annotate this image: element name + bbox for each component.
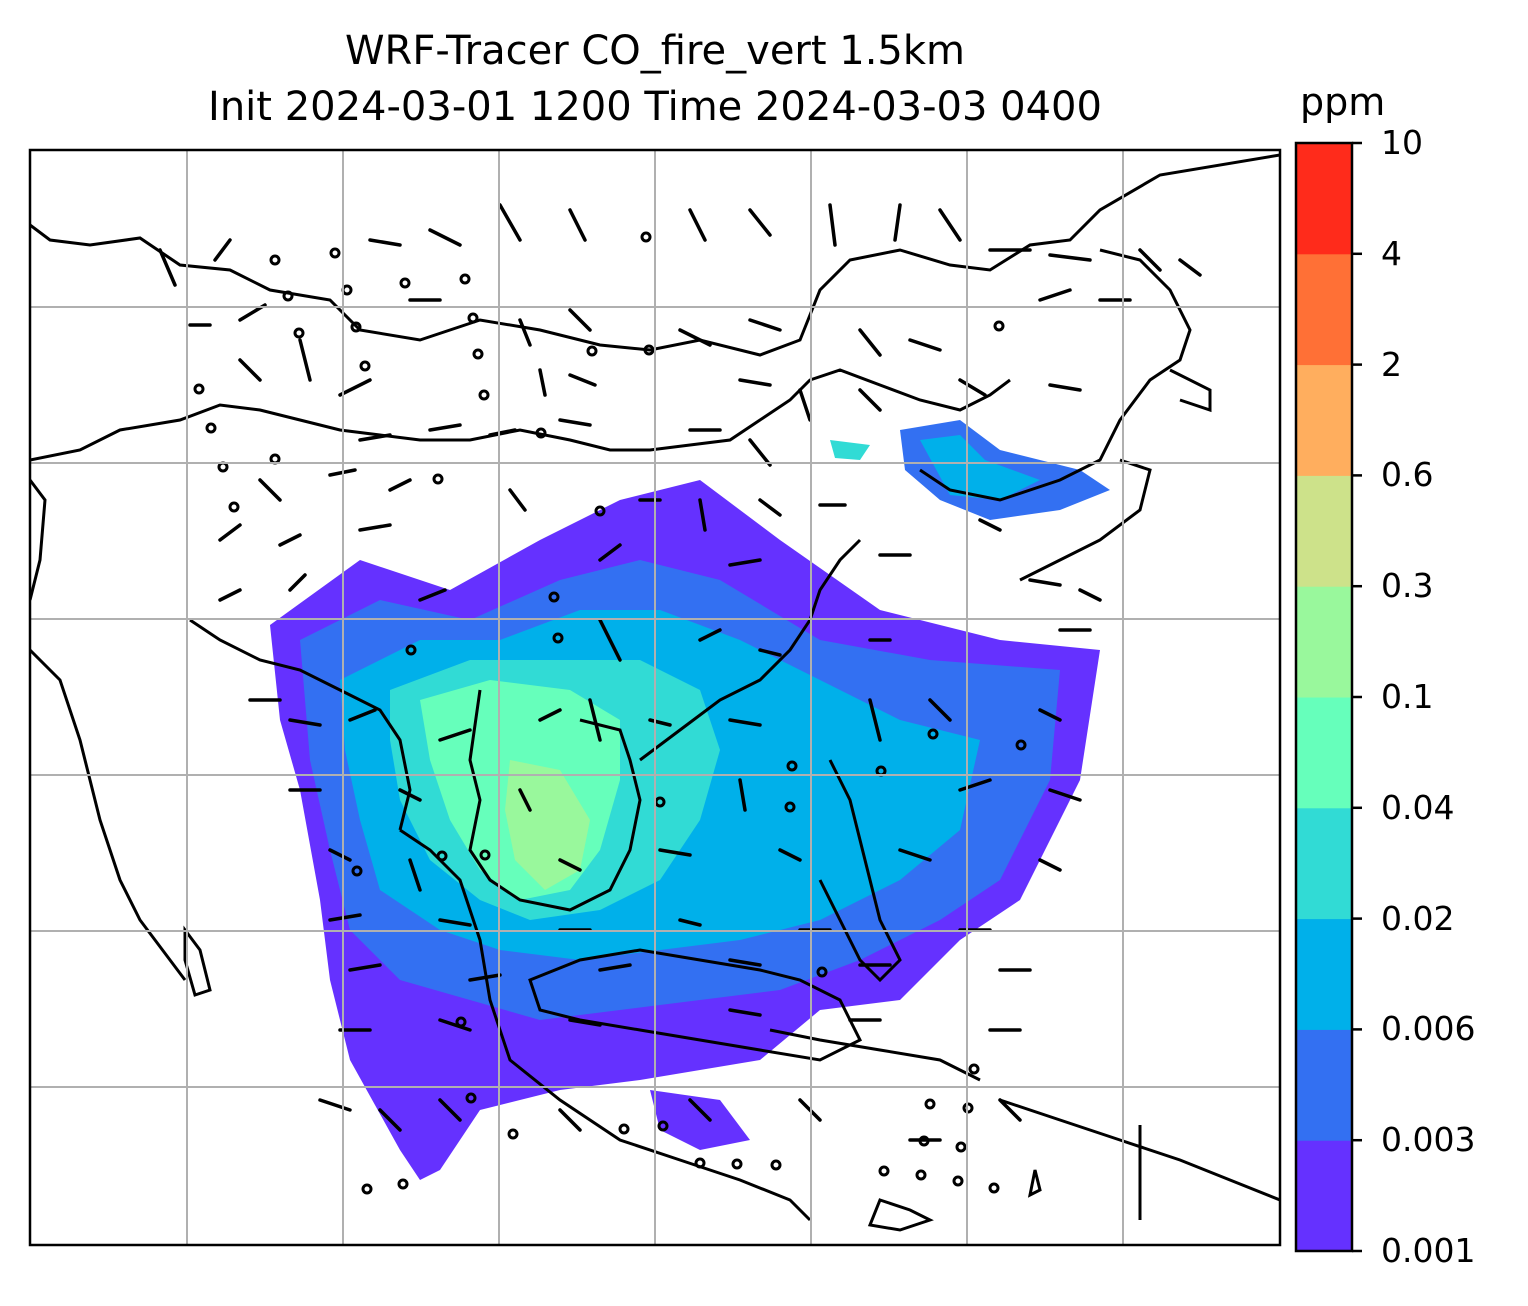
colorbar-segment bbox=[1296, 1029, 1352, 1141]
colorbar-segment bbox=[1296, 697, 1352, 809]
colorbar-segment bbox=[1296, 807, 1352, 920]
map-gridlines bbox=[30, 150, 1280, 1245]
colorbar-segment bbox=[1296, 586, 1352, 698]
map-frame bbox=[28, 148, 1282, 1247]
colorbar-tick-label: 4 bbox=[1381, 233, 1402, 273]
calm-wind-markers bbox=[193, 231, 1027, 1195]
co-concentration-field bbox=[270, 420, 1110, 1180]
colorbar-tick-label: 2 bbox=[1381, 344, 1402, 384]
colorbar-segment bbox=[1296, 918, 1352, 1030]
colorbar-tick-label: 10 bbox=[1381, 123, 1423, 162]
colorbar-tick-label: 0.006 bbox=[1381, 1009, 1476, 1049]
chart-title-line2: Init 2024-03-01 1200 Time 2024-03-03 040… bbox=[208, 84, 1102, 130]
colorbar-tick-label: 0.1 bbox=[1381, 677, 1434, 716]
chart-title-line1: WRF-Tracer CO_fire_vert 1.5km bbox=[344, 28, 966, 74]
colorbar-tick-label: 0.04 bbox=[1381, 787, 1455, 827]
coastlines bbox=[30, 153, 1280, 1232]
colorbar-segment bbox=[1296, 1140, 1352, 1252]
colorbar-segment bbox=[1296, 475, 1352, 587]
colorbar-frame bbox=[1294, 141, 1354, 1253]
colorbar-segment bbox=[1296, 364, 1352, 476]
wind-barbs bbox=[158, 203, 1202, 1142]
colorbar-unit-label: ppm bbox=[1300, 80, 1386, 124]
colorbar-tick-label: 0.003 bbox=[1381, 1120, 1476, 1160]
colorbar-tick-label: 0.02 bbox=[1381, 898, 1455, 938]
colorbar-segment bbox=[1296, 143, 1352, 255]
colorbar-segment bbox=[1296, 253, 1352, 366]
colorbar-tick-label: 0.6 bbox=[1381, 455, 1434, 495]
colorbar-tick-label: 0.3 bbox=[1381, 566, 1434, 606]
colorbar bbox=[1296, 141, 1362, 1253]
colorbar-tick-label: 0.001 bbox=[1381, 1231, 1476, 1270]
